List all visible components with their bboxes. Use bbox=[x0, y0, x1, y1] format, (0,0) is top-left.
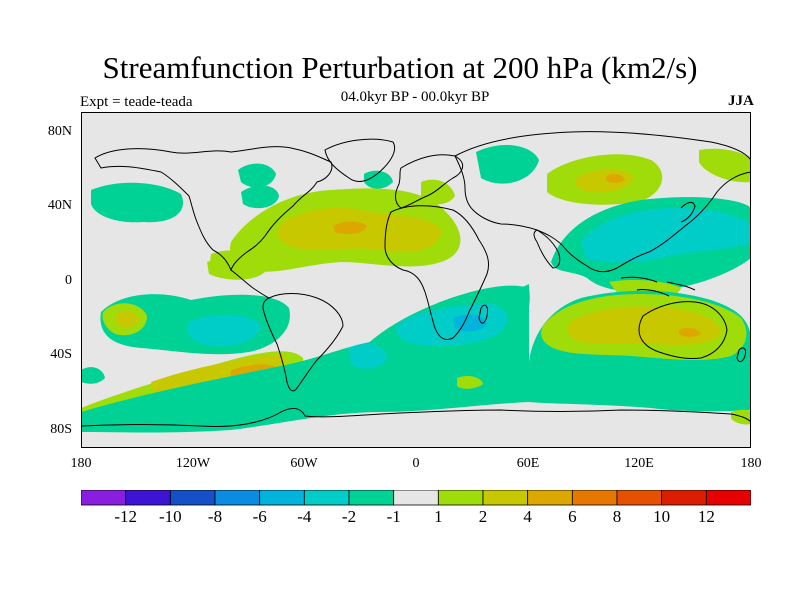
coastline-south-america bbox=[262, 293, 344, 392]
colorbar-swatch bbox=[303, 490, 350, 506]
season-label: JJA bbox=[728, 93, 754, 109]
contour-region bbox=[186, 314, 261, 347]
coastline-new-zealand bbox=[736, 347, 746, 363]
colorbar bbox=[81, 490, 751, 506]
x-tick-label: 180 bbox=[70, 456, 92, 471]
colorbar-label: 4 bbox=[523, 507, 532, 526]
contour-region bbox=[679, 327, 701, 337]
colorbar-swatch bbox=[125, 490, 171, 506]
contour-region bbox=[731, 409, 751, 425]
colorbar-swatch bbox=[482, 490, 529, 506]
contour-region bbox=[699, 148, 751, 183]
contour-region bbox=[115, 311, 139, 328]
colorbar-swatch bbox=[437, 490, 484, 506]
map-panel bbox=[81, 112, 751, 448]
coastline-australia bbox=[638, 301, 728, 359]
colorbar-label: 10 bbox=[653, 507, 671, 526]
y-tick-label: 80N bbox=[47, 124, 72, 139]
contour-region bbox=[207, 257, 265, 280]
x-tick-label: 180 bbox=[740, 456, 762, 471]
contour-region bbox=[457, 376, 483, 389]
x-tick-label: 120E bbox=[624, 456, 654, 471]
coastline-central-america bbox=[230, 269, 270, 299]
coastline-japan bbox=[680, 201, 696, 223]
colorbar-swatch bbox=[169, 490, 216, 506]
contour-fields bbox=[81, 145, 751, 433]
colorbar-swatch bbox=[348, 490, 395, 506]
colorbar-swatch bbox=[616, 490, 663, 506]
colorbar-swatch bbox=[705, 490, 751, 506]
coastline-madagascar bbox=[478, 304, 488, 324]
y-tick-label: 0 bbox=[65, 273, 72, 288]
coastline-antarctica bbox=[81, 408, 751, 427]
colorbar-swatch bbox=[214, 490, 261, 506]
contour-region bbox=[421, 179, 455, 205]
colorbar-swatch bbox=[259, 490, 305, 506]
experiment-label: Expt = teade-teada bbox=[80, 94, 193, 110]
x-tick-label: 60W bbox=[290, 456, 318, 471]
colorbar-label: 12 bbox=[697, 507, 715, 526]
colorbar-label: -12 bbox=[114, 507, 137, 526]
colorbar-swatch bbox=[393, 490, 439, 506]
contour-region bbox=[241, 185, 279, 209]
contour-region bbox=[476, 145, 539, 184]
coastline-indonesia bbox=[620, 276, 696, 297]
plot-title: Streamfunction Perturbation at 200 hPa (… bbox=[102, 50, 698, 85]
x-tick-label: 120W bbox=[175, 456, 211, 471]
x-tick-label: 60E bbox=[516, 456, 540, 471]
contour-region bbox=[333, 221, 367, 234]
contour-region bbox=[238, 163, 276, 188]
coastlines bbox=[81, 131, 751, 427]
y-tick-label: 40N bbox=[47, 198, 72, 213]
contour-region bbox=[81, 367, 105, 384]
y-tick-label: 40S bbox=[50, 347, 72, 362]
plot-subtitle: 04.0kyr BP - 00.0kyr BP bbox=[340, 89, 490, 105]
colorbar-swatch bbox=[527, 490, 573, 506]
map-frame bbox=[81, 112, 751, 448]
x-tick-label: 0 bbox=[412, 456, 420, 471]
contour-region bbox=[606, 173, 625, 183]
colorbar-label: 2 bbox=[478, 507, 488, 526]
colorbar-label: 8 bbox=[612, 507, 622, 526]
colorbar-label: -6 bbox=[252, 507, 267, 526]
coastline-greenland bbox=[324, 138, 395, 182]
coastline-africa bbox=[384, 205, 490, 341]
coastline-india bbox=[533, 229, 561, 269]
colorbar-label: 6 bbox=[568, 507, 577, 526]
coastline-north-america bbox=[94, 146, 333, 272]
colorbar-swatch bbox=[571, 490, 618, 506]
y-tick-label: 80S bbox=[50, 422, 72, 437]
contour-region bbox=[364, 170, 393, 189]
contour-region bbox=[91, 182, 184, 223]
colorbar-label: -2 bbox=[341, 507, 357, 526]
colorbar-swatch bbox=[661, 490, 707, 506]
contour-region bbox=[81, 284, 529, 433]
coastline-asia bbox=[454, 131, 751, 273]
contour-region bbox=[581, 208, 751, 263]
colorbar-label: -8 bbox=[207, 507, 223, 526]
colorbar-label: -4 bbox=[297, 507, 312, 526]
colorbar-label: -1 bbox=[386, 507, 401, 526]
colorbar-swatch bbox=[81, 490, 127, 506]
contour-region bbox=[349, 343, 387, 369]
colorbar-label: 1 bbox=[434, 507, 443, 526]
colorbar-label: -10 bbox=[158, 507, 182, 526]
